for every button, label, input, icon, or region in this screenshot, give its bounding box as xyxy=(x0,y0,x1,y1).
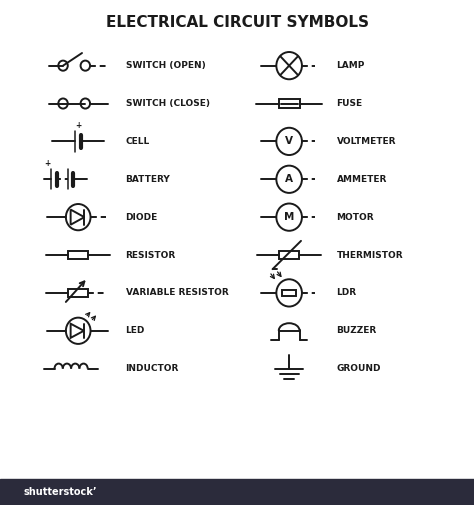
Text: SWITCH (OPEN): SWITCH (OPEN) xyxy=(126,61,205,70)
Bar xyxy=(279,99,300,108)
Bar xyxy=(279,250,299,260)
Text: LAMP: LAMP xyxy=(337,61,365,70)
Text: +: + xyxy=(75,121,82,130)
Bar xyxy=(282,290,296,295)
Text: RESISTOR: RESISTOR xyxy=(126,250,176,260)
Bar xyxy=(68,288,88,297)
Text: M: M xyxy=(284,212,294,222)
Text: AMMETER: AMMETER xyxy=(337,175,387,184)
Text: VOLTMETER: VOLTMETER xyxy=(337,137,396,146)
Text: shutterstock’: shutterstock’ xyxy=(24,487,97,497)
Text: FUSE: FUSE xyxy=(337,99,363,108)
Text: ELECTRICAL CIRCUIT SYMBOLS: ELECTRICAL CIRCUIT SYMBOLS xyxy=(106,15,368,30)
Text: SWITCH (CLOSE): SWITCH (CLOSE) xyxy=(126,99,210,108)
Text: A: A xyxy=(285,174,293,184)
Bar xyxy=(0,479,474,505)
Text: V: V xyxy=(285,136,293,146)
Text: +: + xyxy=(45,159,51,168)
Text: THERMISTOR: THERMISTOR xyxy=(337,250,403,260)
Text: GROUND: GROUND xyxy=(337,364,381,373)
Text: INDUCTOR: INDUCTOR xyxy=(126,364,179,373)
Text: BATTERY: BATTERY xyxy=(126,175,170,184)
Text: BUZZER: BUZZER xyxy=(337,326,377,335)
Bar xyxy=(68,250,88,260)
Text: MOTOR: MOTOR xyxy=(337,213,374,222)
Text: LDR: LDR xyxy=(337,288,356,297)
Text: DIODE: DIODE xyxy=(126,213,158,222)
Text: CELL: CELL xyxy=(126,137,150,146)
Text: VARIABLE RESISTOR: VARIABLE RESISTOR xyxy=(126,288,228,297)
Text: LED: LED xyxy=(126,326,145,335)
